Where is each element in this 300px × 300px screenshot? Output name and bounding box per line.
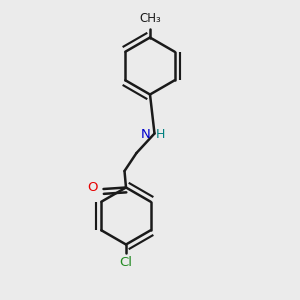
Text: N: N <box>140 128 150 142</box>
Text: CH₃: CH₃ <box>139 12 161 25</box>
Text: O: O <box>88 181 98 194</box>
Text: H: H <box>156 128 165 142</box>
Text: Cl: Cl <box>119 256 133 269</box>
